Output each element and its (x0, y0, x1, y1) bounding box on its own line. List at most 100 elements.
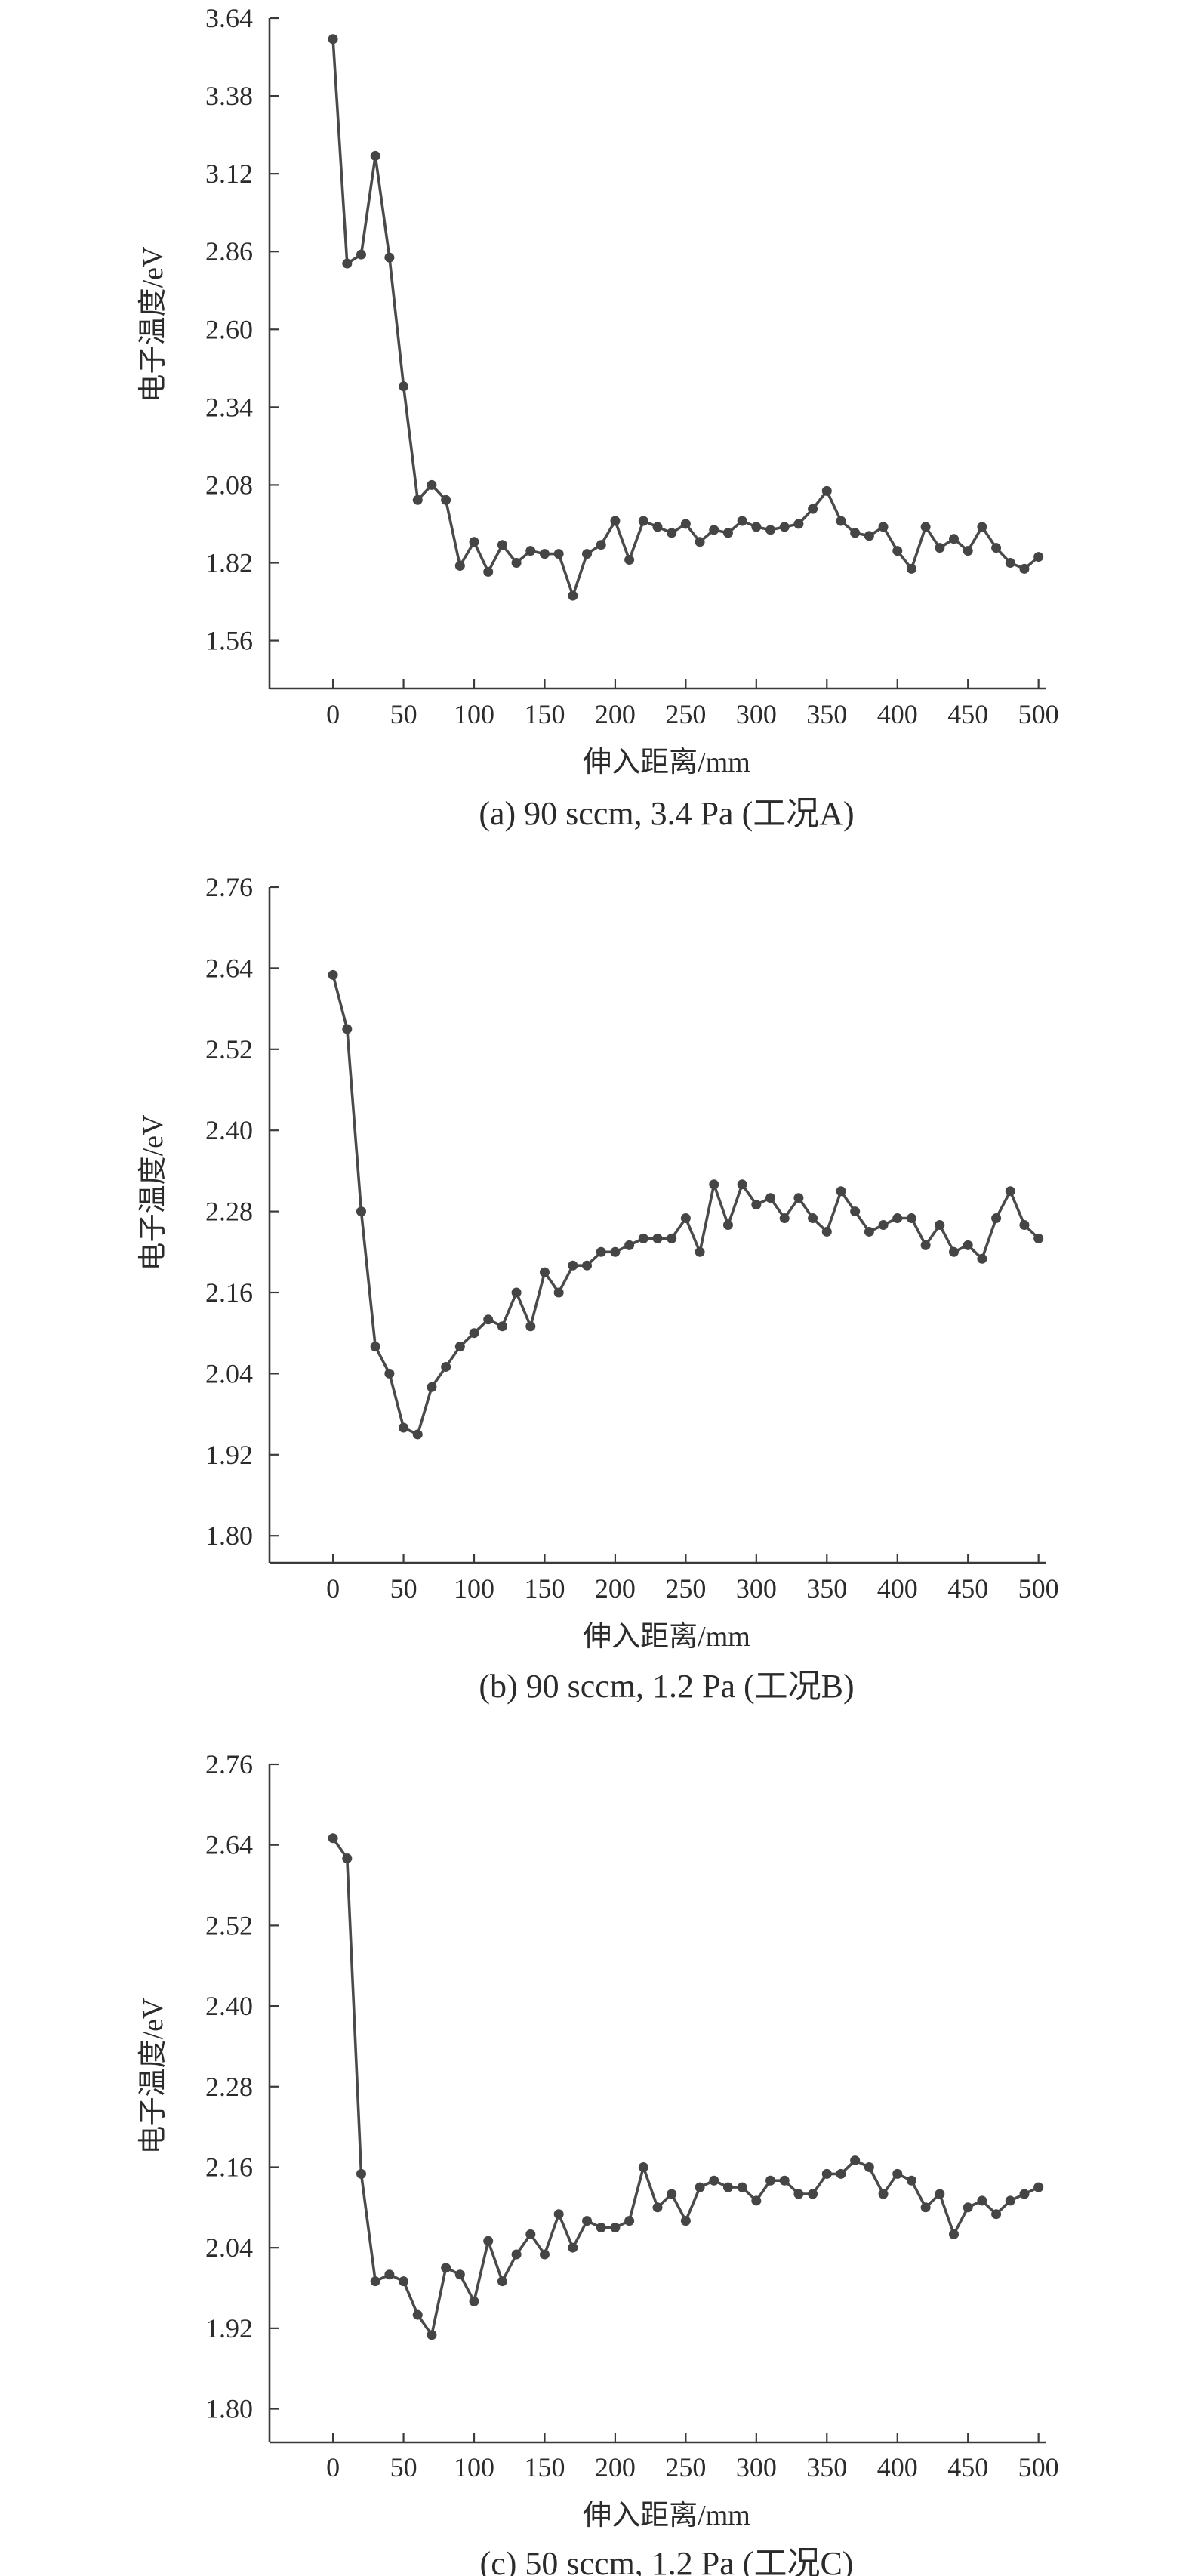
data-point (722, 528, 733, 538)
y-tick-label: 1.80 (205, 2394, 253, 2424)
data-point (1005, 558, 1015, 568)
x-tick-label: 50 (390, 1573, 417, 1604)
y-tick-label: 2.60 (205, 314, 253, 344)
data-point (342, 258, 353, 269)
data-point (582, 549, 593, 559)
data-point (328, 969, 338, 980)
x-tick-label: 400 (877, 2452, 918, 2482)
x-tick-label: 0 (326, 1573, 340, 1604)
x-tick-label: 450 (947, 1573, 988, 1604)
data-point (356, 249, 366, 260)
data-point (511, 1287, 522, 1298)
x-tick-label: 500 (1018, 699, 1059, 729)
data-point (864, 531, 874, 541)
data-point (370, 2276, 380, 2287)
data-point (412, 495, 423, 505)
data-point (525, 546, 536, 556)
data-point (356, 2168, 366, 2179)
data-point (737, 516, 747, 526)
y-tick-label: 1.80 (205, 1521, 253, 1551)
data-point (695, 1246, 705, 1257)
data-point (1005, 1186, 1015, 1197)
data-point (892, 2168, 903, 2179)
data-point (441, 1361, 451, 1372)
data-point (1019, 2189, 1030, 2199)
data-point (384, 1368, 395, 1379)
data-point (821, 2168, 832, 2179)
y-tick-label: 2.40 (205, 1115, 253, 1145)
data-point (511, 558, 522, 568)
data-point (680, 1213, 691, 1224)
data-point (553, 1287, 564, 1298)
x-tick-label: 150 (524, 699, 565, 729)
data-point (864, 1226, 874, 1237)
data-point (399, 2276, 409, 2287)
y-tick-label: 1.82 (205, 548, 253, 578)
panel-caption: (a) 90 sccm, 3.4 Pa (工况A) (479, 795, 854, 832)
data-point (836, 2168, 846, 2179)
data-point (483, 2236, 494, 2246)
data-point (497, 2276, 507, 2287)
y-tick-label: 1.56 (205, 626, 253, 656)
data-point (624, 1240, 635, 1250)
data-point (963, 2202, 973, 2213)
x-tick-label: 0 (326, 2452, 340, 2482)
chart-panel-a: 1.56 1.82 2.08 2.34 2.60 2.86 3.12 3.38 3.64 0 50 1… (137, 3, 1059, 832)
data-point (497, 1321, 507, 1332)
x-tick-label: 250 (665, 2452, 706, 2482)
data-point (342, 1853, 353, 1863)
data-point (695, 2182, 705, 2192)
x-tick-label: 250 (665, 699, 706, 729)
data-point (779, 2175, 790, 2186)
data-point (399, 1422, 409, 1433)
data-point (991, 1213, 1002, 1224)
data-point (779, 522, 790, 532)
data-point (356, 1206, 366, 1217)
data-point (596, 540, 606, 550)
data-point (963, 546, 973, 556)
data-point (977, 1253, 987, 1264)
y-tick-label: 2.64 (205, 953, 253, 983)
data-point (906, 2175, 916, 2186)
series-line (331, 974, 1040, 1436)
y-tick-label: 2.08 (205, 470, 253, 500)
y-tick-label: 2.40 (205, 1991, 253, 2021)
data-point (920, 2202, 931, 2213)
x-tick-label: 500 (1018, 1573, 1059, 1604)
y-axis-title: 电子温度/eV (137, 246, 169, 402)
data-point (596, 2222, 606, 2232)
x-tick-label: 300 (736, 1573, 777, 1604)
data-point (949, 534, 960, 544)
x-axis-title: 伸入距离/mm (583, 1621, 750, 1653)
data-point (582, 1260, 593, 1271)
data-point (793, 519, 804, 529)
data-point (864, 2162, 874, 2172)
data-point (624, 2216, 635, 2226)
data-point (977, 522, 987, 532)
data-point (850, 1206, 861, 1217)
data-point (906, 563, 916, 574)
x-tick-label: 200 (595, 2452, 636, 2482)
data-point (878, 522, 889, 532)
data-point (469, 2296, 479, 2306)
data-point (610, 2222, 621, 2232)
data-point (793, 1193, 804, 1203)
data-point (963, 1240, 973, 1250)
data-point (511, 2249, 522, 2260)
data-point (638, 1233, 648, 1243)
data-point (427, 2330, 437, 2340)
data-point (765, 1193, 776, 1203)
y-tick-label: 2.76 (205, 1749, 253, 1779)
x-axis-title: 伸入距离/mm (583, 747, 750, 778)
data-point (991, 2209, 1002, 2220)
data-point (751, 1200, 762, 1210)
data-point (906, 1213, 916, 1224)
data-point (850, 2155, 861, 2166)
data-point (836, 1186, 846, 1197)
data-point (328, 34, 338, 45)
data-point (427, 1382, 437, 1392)
data-point (539, 2249, 550, 2260)
data-point (779, 1213, 790, 1224)
x-tick-label: 50 (390, 2452, 417, 2482)
x-tick-label: 100 (454, 699, 494, 729)
